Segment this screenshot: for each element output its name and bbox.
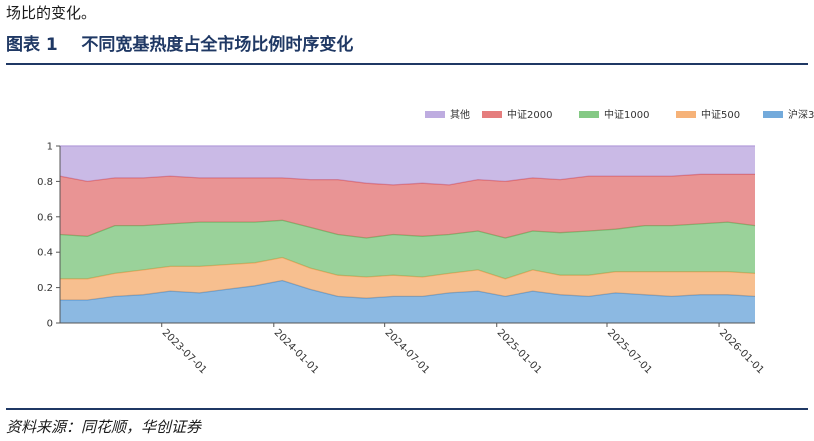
legend-label: 沪深300 bbox=[788, 108, 814, 121]
area-1 bbox=[60, 280, 755, 323]
y-tick-label: 0 bbox=[47, 319, 53, 330]
area-2 bbox=[60, 257, 755, 300]
source-divider bbox=[6, 408, 808, 410]
area-3 bbox=[60, 220, 755, 279]
x-tick-label: 2024-01-01 bbox=[272, 327, 321, 376]
x-tick-label: 2025-01-01 bbox=[495, 327, 544, 376]
x-tick-label: 2026-01-01 bbox=[717, 327, 766, 376]
legend[interactable]: 其他 中证2000 中证1000 中证500 沪深300 bbox=[425, 108, 814, 121]
y-tick-label: 0.2 bbox=[37, 283, 53, 294]
figure-title: 图表 1 不同宽基热度占全市场比例时序变化 bbox=[6, 35, 354, 55]
y-tick-label: 0.4 bbox=[37, 248, 53, 259]
x-tick-label: 2023-07-01 bbox=[160, 327, 209, 376]
intro-text: 场比的变化。 bbox=[6, 4, 97, 22]
y-tick-label: 1 bbox=[47, 142, 53, 153]
series-line-4 bbox=[59, 173, 755, 186]
legend-swatch bbox=[579, 111, 599, 118]
legend-label: 中证1000 bbox=[604, 108, 649, 121]
x-tick-label: 2024-07-01 bbox=[383, 327, 432, 376]
legend-swatch bbox=[482, 111, 502, 118]
y-tick-label: 0.6 bbox=[37, 212, 53, 223]
legend-swatch bbox=[425, 111, 445, 118]
area-layers bbox=[59, 145, 756, 323]
y-tick-label: 0.8 bbox=[37, 177, 53, 188]
legend-label: 其他 bbox=[450, 108, 470, 121]
title-divider bbox=[6, 63, 808, 65]
area-5 bbox=[60, 146, 755, 185]
area-4 bbox=[60, 174, 755, 238]
source-note: 资料来源：同花顺，华创证券 bbox=[6, 418, 202, 436]
legend-label: 中证2000 bbox=[507, 108, 552, 121]
legend-swatch bbox=[763, 111, 783, 118]
legend-label: 中证500 bbox=[701, 108, 740, 121]
stacked-area-chart: 0 0.2 0.4 0.6 0.8 1 2023-07-01 2024-01-01 2024-0… bbox=[37, 108, 814, 376]
x-tick-label: 2025-07-01 bbox=[605, 327, 654, 376]
legend-swatch bbox=[676, 111, 696, 118]
